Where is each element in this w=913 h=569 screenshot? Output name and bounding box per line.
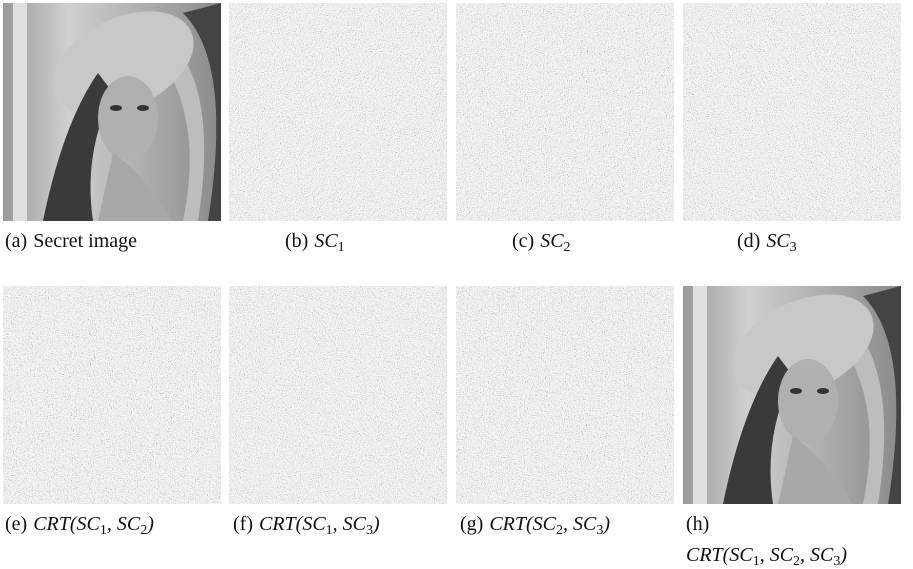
- subscript: 2: [793, 554, 800, 569]
- subscript: 3: [366, 523, 373, 538]
- panel-label: (a): [5, 230, 27, 252]
- panel-label: (d): [737, 230, 760, 252]
- caption-segment: ): [603, 513, 610, 535]
- combined-image: [456, 286, 674, 504]
- combined-image: [229, 286, 447, 504]
- panel-label: (b): [285, 230, 308, 252]
- share-image: [229, 3, 447, 221]
- subscript: 2: [556, 523, 563, 538]
- caption-segment: CRT(SC: [33, 513, 100, 535]
- subscript: 1: [100, 523, 107, 538]
- caption: (e) CRT(SC1, SC2): [5, 513, 154, 536]
- caption-segment: SC: [766, 230, 789, 252]
- caption-segment: , SC: [760, 544, 793, 566]
- caption-segment: CRT(SC: [489, 513, 556, 535]
- caption-text: CRT(SC1, SC2): [33, 513, 154, 535]
- caption-segment: SC: [314, 230, 337, 252]
- caption: (b) SC1: [285, 230, 345, 253]
- panel-label: (h): [686, 513, 709, 535]
- caption-text: SC2: [540, 230, 570, 252]
- share-image: [683, 3, 901, 221]
- panel-label: (f): [233, 513, 253, 535]
- caption-segment: ): [147, 513, 154, 535]
- caption-segment: SC: [540, 230, 563, 252]
- caption: (g) CRT(SC2, SC3): [460, 513, 610, 536]
- caption-segment: CRT(SC: [686, 544, 753, 566]
- caption-text: SC1: [314, 230, 344, 252]
- panel-label: (g): [460, 513, 483, 535]
- caption-segment: CRT(SC: [259, 513, 326, 535]
- caption: (h) CRT(SC1, SC2, SC3): [686, 513, 847, 567]
- caption-text: CRT(SC1, SC3): [259, 513, 380, 535]
- caption-segment: , SC: [107, 513, 140, 535]
- panel-label: (c): [512, 230, 534, 252]
- share-image: [456, 3, 674, 221]
- caption: (d) SC3: [737, 230, 797, 253]
- caption-segment: , SC: [563, 513, 596, 535]
- caption-text: Secret image: [33, 230, 137, 252]
- subscript: 2: [564, 240, 571, 255]
- caption: (c) SC2: [512, 230, 571, 253]
- caption-segment: ): [373, 513, 380, 535]
- caption-segment: , SC: [333, 513, 366, 535]
- caption-segment: Secret image: [33, 230, 137, 252]
- caption: (f) CRT(SC1, SC3): [233, 513, 380, 536]
- subscript: 3: [790, 240, 797, 255]
- combined-image: [3, 286, 221, 504]
- caption-text: CRT(SC2, SC3): [489, 513, 610, 535]
- caption-segment: ): [840, 544, 847, 566]
- subscript: 1: [338, 240, 345, 255]
- subscript: 1: [753, 554, 760, 569]
- subscript: 1: [326, 523, 333, 538]
- caption: (a) Secret image: [5, 230, 137, 253]
- secret-image: [3, 3, 221, 221]
- caption-text: SC3: [766, 230, 796, 252]
- recovered-image: [683, 286, 901, 504]
- caption-text: CRT(SC1, SC2, SC3): [686, 544, 847, 567]
- caption-segment: , SC: [800, 544, 833, 566]
- panel-label: (e): [5, 513, 27, 535]
- figure: (a)Secret image(b)SC1(c)SC2(d)SC3(e)CRT(…: [0, 0, 913, 569]
